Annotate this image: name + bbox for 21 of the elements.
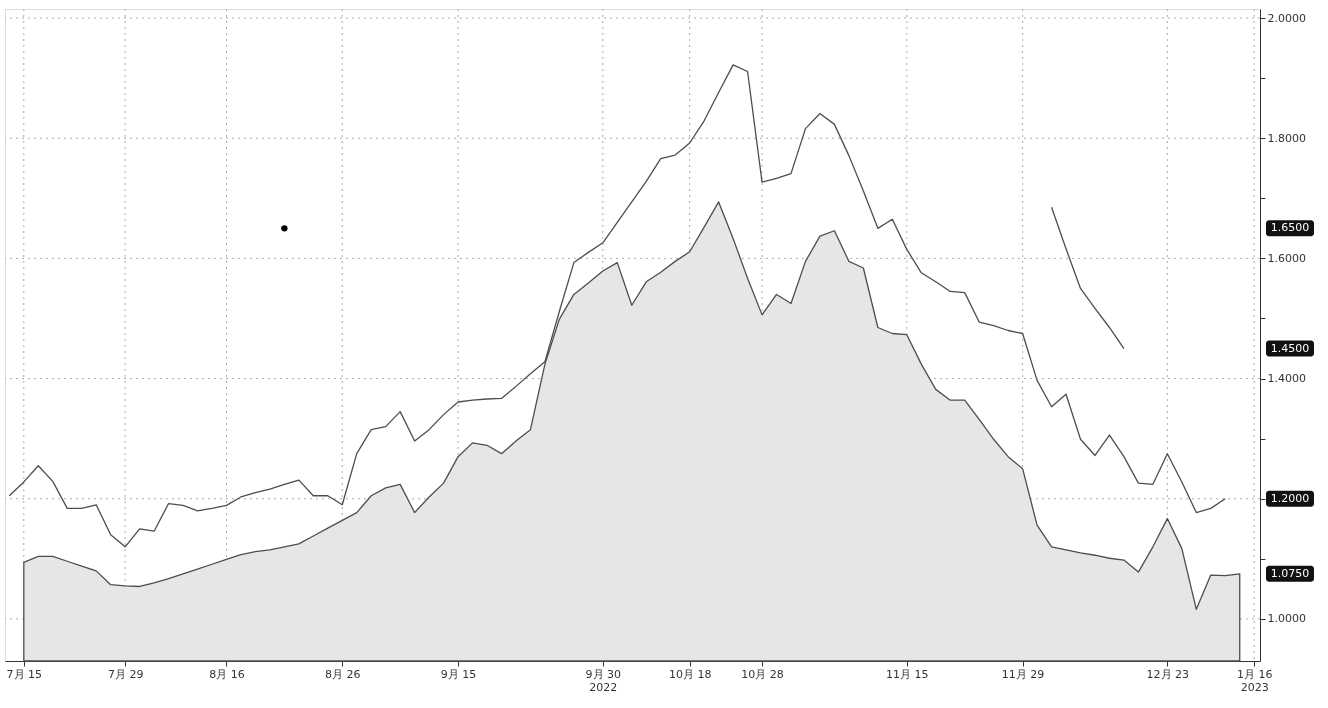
x-tick-label: 7月 15: [6, 667, 43, 681]
x-tick-label: 8月 26: [325, 667, 361, 681]
x-tick-label: 7月 29: [107, 667, 144, 681]
x-tick-label: 10月 18: [668, 667, 712, 681]
x-tick-label: 11月 29: [1001, 667, 1045, 681]
x-tick-label: 12月 23: [1146, 667, 1190, 681]
x-tick-label: 10月 28: [741, 667, 784, 681]
y-tick-label: 1.8000: [1267, 131, 1306, 145]
x-tick-label: 9月 30 2022: [585, 667, 622, 694]
x-tick-label: 11月 15: [886, 667, 929, 681]
text: 1.4500: [1270, 341, 1310, 355]
y-tick-label: 1.4000: [1267, 372, 1306, 386]
text: 1.0750: [1270, 566, 1310, 580]
x-tick-label: 8月 16: [209, 667, 245, 681]
x-tick-label: 9月 15: [440, 667, 477, 681]
y-tick-label: 1.6000: [1267, 251, 1306, 265]
text: 1.6500: [1270, 221, 1310, 235]
y-tick-label: 2.0000: [1267, 11, 1306, 25]
y-tick-label: 1.0000: [1267, 612, 1306, 626]
x-tick-label: 1月 16 2023: [1236, 667, 1273, 694]
text: 1.2000: [1270, 491, 1310, 505]
